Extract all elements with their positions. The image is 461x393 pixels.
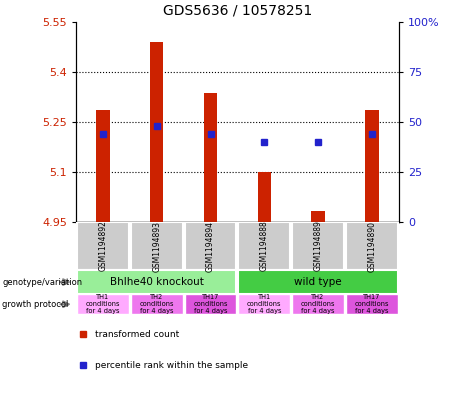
Text: GSM1194893: GSM1194893 bbox=[152, 220, 161, 272]
Text: GSM1194888: GSM1194888 bbox=[260, 221, 269, 272]
Bar bbox=[292, 294, 344, 314]
Text: growth protocol: growth protocol bbox=[2, 300, 69, 309]
Bar bbox=[258, 172, 271, 222]
Title: GDS5636 / 10578251: GDS5636 / 10578251 bbox=[163, 4, 312, 18]
Text: TH17
conditions
for 4 days: TH17 conditions for 4 days bbox=[355, 294, 389, 314]
Text: Bhlhe40 knockout: Bhlhe40 knockout bbox=[110, 277, 204, 287]
Bar bbox=[238, 294, 290, 314]
Text: TH1
conditions
for 4 days: TH1 conditions for 4 days bbox=[247, 294, 282, 314]
Bar bbox=[150, 42, 164, 222]
Bar bbox=[346, 222, 398, 270]
Bar bbox=[131, 222, 183, 270]
Bar bbox=[77, 294, 129, 314]
Text: TH2
conditions
for 4 days: TH2 conditions for 4 days bbox=[140, 294, 174, 314]
Text: GSM1194889: GSM1194889 bbox=[313, 220, 323, 272]
Bar bbox=[311, 211, 325, 222]
Bar bbox=[77, 270, 236, 294]
Text: GSM1194894: GSM1194894 bbox=[206, 220, 215, 272]
Bar bbox=[131, 294, 183, 314]
Bar bbox=[185, 222, 236, 270]
Text: wild type: wild type bbox=[294, 277, 342, 287]
Bar bbox=[365, 110, 378, 222]
Text: TH17
conditions
for 4 days: TH17 conditions for 4 days bbox=[193, 294, 228, 314]
Text: TH1
conditions
for 4 days: TH1 conditions for 4 days bbox=[86, 294, 120, 314]
Text: genotype/variation: genotype/variation bbox=[2, 277, 83, 286]
Text: GSM1194892: GSM1194892 bbox=[99, 220, 107, 272]
Bar bbox=[96, 110, 110, 222]
Bar bbox=[238, 222, 290, 270]
Text: TH2
conditions
for 4 days: TH2 conditions for 4 days bbox=[301, 294, 335, 314]
Text: GSM1194890: GSM1194890 bbox=[367, 220, 376, 272]
Text: transformed count: transformed count bbox=[95, 330, 180, 339]
Bar bbox=[185, 294, 236, 314]
Bar bbox=[204, 94, 217, 222]
Bar bbox=[346, 294, 398, 314]
Bar bbox=[77, 222, 129, 270]
Bar bbox=[238, 270, 398, 294]
Text: percentile rank within the sample: percentile rank within the sample bbox=[95, 361, 248, 370]
Bar bbox=[292, 222, 344, 270]
